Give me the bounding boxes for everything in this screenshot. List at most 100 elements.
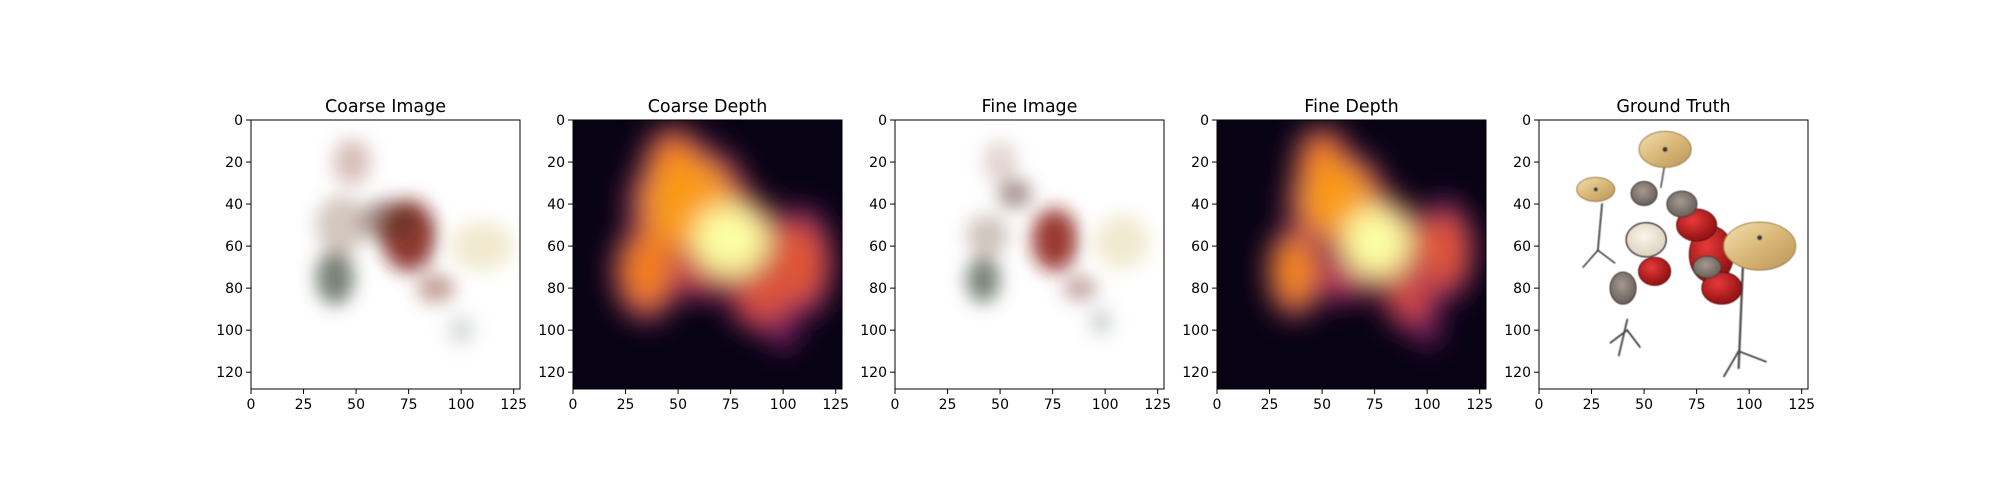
- y-tick-label: 60: [547, 239, 565, 255]
- plot-area: [895, 120, 1164, 389]
- color-blob: [1063, 275, 1097, 301]
- y-tick-label: 80: [869, 281, 887, 297]
- x-tick-label: 0: [1213, 397, 1222, 413]
- x-tick-label: 125: [500, 397, 527, 413]
- plot-area: [1539, 120, 1808, 389]
- y-tick-label: 40: [1191, 197, 1209, 213]
- axes-frame: [572, 119, 843, 390]
- axes-frame: [894, 119, 1165, 390]
- depth-blob: [1420, 212, 1468, 289]
- x-tick-label: 50: [1313, 397, 1331, 413]
- y-tick-label: 100: [1504, 323, 1531, 339]
- color-blob: [1031, 208, 1078, 272]
- cymbal-bell-shape: [1593, 187, 1598, 192]
- depth-blob: [1273, 235, 1316, 308]
- y-tick-label: 40: [1513, 197, 1531, 213]
- stand-leg: [1582, 249, 1599, 268]
- color-blob: [448, 315, 474, 345]
- x-tick-label: 25: [295, 397, 313, 413]
- y-tick-label: 120: [216, 365, 243, 381]
- throne-stand: [1617, 318, 1629, 357]
- y-tick-label: 80: [225, 281, 243, 297]
- color-blob: [966, 214, 1009, 257]
- x-tick-label: 0: [1535, 397, 1544, 413]
- color-blob: [997, 178, 1032, 209]
- tom-drum-shape: [1676, 208, 1718, 242]
- heatmap-layer: [612, 125, 835, 352]
- x-tick-label: 125: [1466, 397, 1493, 413]
- x-tick-label: 50: [347, 397, 365, 413]
- x-tick-label: 0: [891, 397, 900, 413]
- panel-coarse-image: Coarse Image 0 25 50 75 100 125 0 20 40 60 80 100 120: [216, 97, 527, 413]
- x-tick-label: 100: [770, 397, 797, 413]
- depth-blob: [1416, 317, 1438, 343]
- snare-body-shape: [1638, 256, 1672, 286]
- ground-truth-image: [1576, 130, 1797, 378]
- axes-frame: [250, 119, 521, 390]
- x-tick-label: 50: [1635, 397, 1653, 413]
- stand-leg: [1723, 350, 1740, 378]
- y-tick-label: 20: [869, 155, 887, 171]
- y-tick-label: 20: [1513, 155, 1531, 171]
- y-tick-label: 100: [1182, 323, 1209, 339]
- y-tick-label: 0: [234, 113, 243, 129]
- color-blob: [332, 138, 371, 186]
- depth-blob: [1389, 275, 1432, 322]
- cymbal-bell-shape: [1757, 235, 1763, 241]
- y-tick-label: 120: [1182, 365, 1209, 381]
- hihat-stand: [1596, 203, 1604, 252]
- y-tick-label: 0: [878, 113, 887, 129]
- y-tick-label: 20: [225, 155, 243, 171]
- y-tick-label: 100: [216, 323, 243, 339]
- depth-blob: [736, 273, 788, 324]
- panel-title: Ground Truth: [1616, 97, 1730, 117]
- axes-frame: [1538, 119, 1809, 390]
- color-blob: [358, 199, 418, 242]
- color-blob: [966, 256, 1001, 303]
- axes-frame: [1216, 119, 1487, 390]
- plot-area: [251, 120, 520, 389]
- panel-title: Fine Depth: [1304, 97, 1398, 117]
- y-tick-label: 40: [547, 197, 565, 213]
- y-tick-label: 0: [556, 113, 565, 129]
- plot-area: [573, 120, 842, 389]
- x-tick-label: 25: [617, 397, 635, 413]
- color-blob: [417, 273, 455, 303]
- heatmap-layer: [1266, 125, 1476, 348]
- x-tick-label: 25: [1261, 397, 1279, 413]
- panel-coarse-depth: Coarse Depth 0 25 50 75 100 125 0 20 40 60 80 100 120: [538, 97, 849, 413]
- x-tick-label: 75: [1044, 397, 1062, 413]
- tom-head-shape: [1630, 181, 1658, 207]
- panel-title: Fine Image: [982, 97, 1078, 117]
- image-layer: [966, 141, 1150, 335]
- color-blob: [1090, 309, 1112, 335]
- color-blob: [1094, 214, 1150, 270]
- tom-head-shape: [1666, 190, 1698, 218]
- color-blob: [983, 141, 1017, 184]
- y-tick-label: 20: [547, 155, 565, 171]
- x-tick-label: 25: [1583, 397, 1601, 413]
- y-tick-label: 40: [225, 197, 243, 213]
- panel-ground-truth: Ground Truth 0 25 50 75 100 125 0 20 40 60 80 100 120: [1504, 97, 1815, 413]
- stand-leg: [1626, 329, 1641, 348]
- y-tick-label: 60: [225, 239, 243, 255]
- depth-blob: [774, 220, 826, 305]
- color-blob: [316, 195, 367, 255]
- depth-blob: [692, 204, 769, 276]
- y-tick-label: 20: [1191, 155, 1209, 171]
- y-tick-label: 80: [1513, 281, 1531, 297]
- stand-leg: [1609, 329, 1629, 344]
- x-tick-label: 50: [669, 397, 687, 413]
- y-tick-label: 120: [538, 365, 565, 381]
- stand-leg: [1737, 350, 1767, 363]
- x-tick-label: 75: [1688, 397, 1706, 413]
- panel-title: Coarse Depth: [648, 97, 768, 117]
- depth-blob: [621, 233, 672, 310]
- panel-title: Coarse Image: [325, 97, 446, 117]
- plot-area: [1217, 120, 1486, 389]
- x-tick-label: 75: [400, 397, 418, 413]
- x-tick-label: 125: [1788, 397, 1815, 413]
- x-tick-label: 100: [1736, 397, 1763, 413]
- tom-head-shape: [1692, 255, 1722, 279]
